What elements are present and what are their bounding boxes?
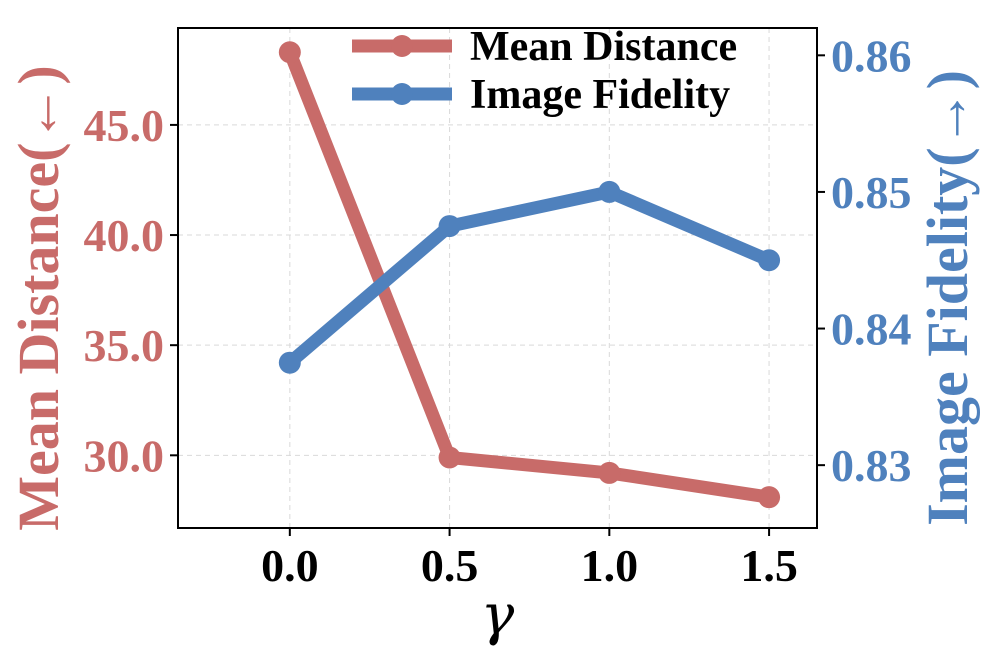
left-y-tick-label: 45.0	[84, 100, 165, 151]
right-y-tick-label: 0.85	[831, 167, 912, 218]
data-point-mean-distance	[598, 461, 621, 484]
left-axis-label: Mean Distance(←)	[6, 65, 71, 531]
data-point-mean-distance	[438, 446, 461, 469]
x-tick-label: 1.5	[740, 540, 798, 591]
right-axis-label: Image Fidelity(→)	[915, 70, 980, 526]
left-y-tick-label: 35.0	[84, 320, 165, 371]
legend-dot-image-fidelity	[391, 83, 413, 105]
series-line-mean-distance	[283, 45, 776, 504]
data-point-image-fidelity	[598, 180, 621, 203]
series-line-image-fidelity	[283, 185, 776, 370]
legend-label-image-fidelity: Image Fidelity	[470, 72, 730, 118]
data-point-mean-distance	[278, 41, 301, 64]
legend-dot-mean-distance	[391, 35, 413, 57]
x-tick-label: 0.0	[261, 540, 319, 591]
series-layer	[278, 41, 781, 509]
tick-layer: 0.0 0.5 1.0 1.5 30.0 35.0 40.0 45.0 0.83 0.84 0.85…	[84, 30, 912, 591]
x-tick-label: 0.5	[421, 540, 479, 591]
right-y-tick-label: 0.83	[831, 440, 912, 491]
right-y-tick-label: 0.86	[831, 30, 912, 81]
plot-area-frame	[177, 27, 818, 529]
left-y-tick-label: 30.0	[84, 430, 165, 481]
legend-label-mean-distance: Mean Distance	[470, 24, 737, 70]
data-point-mean-distance	[758, 486, 781, 509]
legend: Mean Distance Image Fidelity	[352, 24, 737, 118]
data-point-image-fidelity	[438, 215, 461, 238]
x-tick-label: 1.0	[581, 540, 639, 591]
left-y-tick-label: 40.0	[84, 210, 165, 261]
data-point-image-fidelity	[758, 249, 781, 272]
x-axis-label: γ	[481, 583, 515, 648]
right-y-tick-label: 0.84	[831, 304, 912, 355]
data-point-image-fidelity	[278, 351, 301, 374]
